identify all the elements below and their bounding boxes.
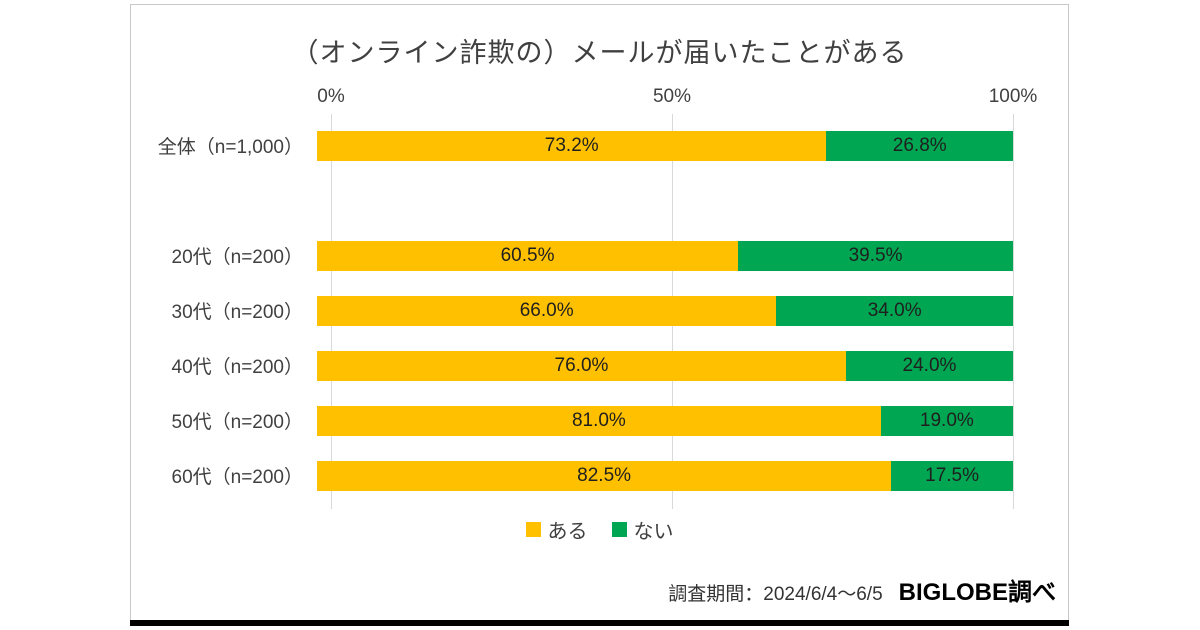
x-tick: 100% <box>988 86 1038 107</box>
chart-row: 20代（n=200） 60.5% 39.5% <box>131 228 1068 283</box>
bar-segment-0: 60.5% <box>317 240 739 271</box>
value-label: 17.5% <box>925 464 980 486</box>
x-axis: 0% 50% 100% <box>317 86 1037 114</box>
legend-label: ある <box>547 521 588 543</box>
chart-row: 30代（n=200） 66.0% 34.0% <box>131 283 1068 338</box>
gridline-100 <box>1013 114 1014 509</box>
bar-segment-1: 26.8% <box>826 130 1013 161</box>
bar-track: 66.0% 34.0% <box>317 295 1013 326</box>
value-label: 76.0% <box>554 354 609 376</box>
bar-track: 76.0% 24.0% <box>317 350 1013 381</box>
bar-segment-1: 39.5% <box>738 240 1013 271</box>
category-label: 全体（n=1,000） <box>157 137 303 158</box>
legend-item: ある <box>525 515 588 544</box>
chart-row: 60代（n=200） 82.5% 17.5% <box>131 448 1068 503</box>
category-label: 50代（n=200） <box>171 412 304 433</box>
bar-track: 82.5% 17.5% <box>317 460 1013 491</box>
value-label: 82.5% <box>577 464 632 486</box>
bar-segment-1: 19.0% <box>880 405 1013 436</box>
value-label: 26.8% <box>892 134 947 156</box>
value-label: 81.0% <box>571 409 626 431</box>
value-label: 73.2% <box>544 134 599 156</box>
source-credit: BIGLOBE調べ <box>898 579 1056 606</box>
bar-segment-0: 76.0% <box>317 350 846 381</box>
legend-item: ない <box>611 515 674 544</box>
bar-track: 81.0% 19.0% <box>317 405 1013 436</box>
chart-body: 全体（n=1,000） 73.2% 26.8% 20代（n=200） 60.5% 39.5… <box>131 114 1068 509</box>
chart-row: 40代（n=200） 76.0% 24.0% <box>131 338 1068 393</box>
category-label: 30代（n=200） <box>171 302 304 323</box>
legend-swatch <box>611 522 627 537</box>
bar-segment-0: 73.2% <box>317 130 827 161</box>
bar-track: 73.2% 26.8% <box>317 130 1013 161</box>
category-label: 20代（n=200） <box>171 247 304 268</box>
bar-segment-1: 24.0% <box>845 350 1013 381</box>
category-label: 60代（n=200） <box>171 467 304 488</box>
bar-segment-0: 81.0% <box>317 405 881 436</box>
bar-segment-0: 66.0% <box>317 295 777 326</box>
x-tick: 50% <box>652 86 692 107</box>
survey-period: 調査期間：2024/6/4～6/5 <box>668 584 883 605</box>
value-label: 34.0% <box>867 299 922 321</box>
value-label: 19.0% <box>919 409 974 431</box>
value-label: 66.0% <box>519 299 574 321</box>
value-label: 60.5% <box>500 244 555 266</box>
bar-track: 60.5% 39.5% <box>317 240 1013 271</box>
value-label: 24.0% <box>902 354 957 376</box>
legend-swatch <box>525 522 541 537</box>
x-tick: 0% <box>317 86 345 107</box>
chart-card: （オンライン詐欺の）メールが届いたことがある 0% 50% 100% 全体（n=1,… <box>130 4 1069 626</box>
chart-rows: 全体（n=1,000） 73.2% 26.8% 20代（n=200） 60.5% 39.5… <box>131 118 1068 503</box>
row-gap <box>131 173 1068 228</box>
footer: 調査期間：2024/6/4～6/5 BIGLOBE調べ <box>668 572 1056 607</box>
bar-segment-1: 34.0% <box>776 295 1013 326</box>
chart-row: 全体（n=1,000） 73.2% 26.8% <box>131 118 1068 173</box>
legend-label: ない <box>633 521 674 543</box>
bar-segment-1: 17.5% <box>891 460 1013 491</box>
category-label: 40代（n=200） <box>171 357 304 378</box>
chart-row: 50代（n=200） 81.0% 19.0% <box>131 393 1068 448</box>
chart-title: （オンライン詐欺の）メールが届いたことがある <box>291 38 908 68</box>
bar-segment-0: 82.5% <box>317 460 892 491</box>
legend: ある ない <box>131 515 1068 544</box>
value-label: 39.5% <box>848 244 903 266</box>
bottom-bar <box>130 620 1069 626</box>
